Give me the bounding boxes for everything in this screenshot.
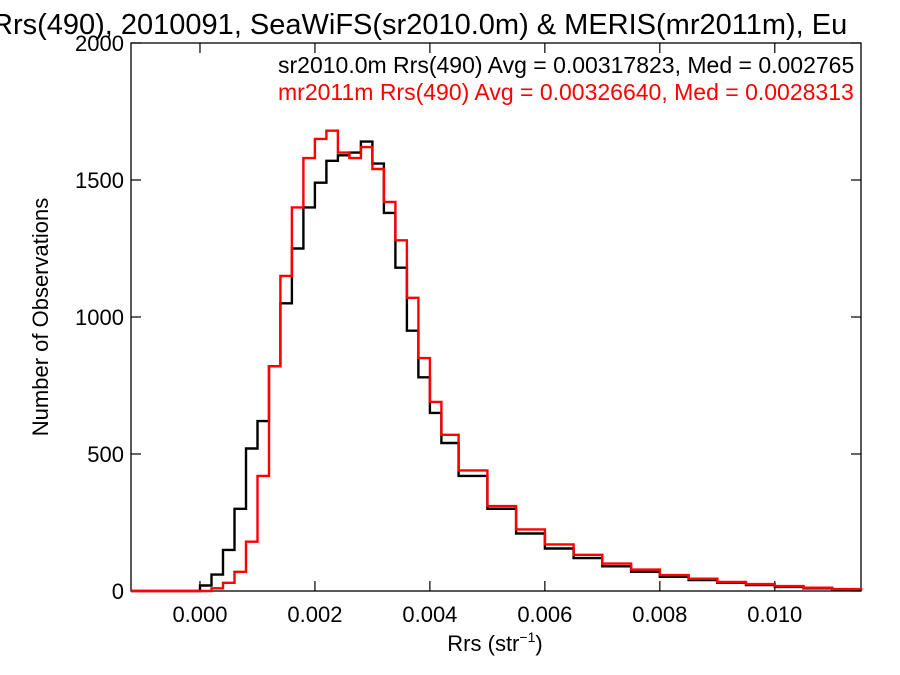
x-axis-label-main: Rrs (str	[447, 631, 519, 656]
x-axis-label: Rrs (str−1)	[447, 629, 542, 656]
x-tick-label: 0.006	[517, 602, 572, 627]
x-tick-label: 0.004	[402, 602, 457, 627]
x-tick-label: 0.002	[287, 602, 342, 627]
annotation-black: sr2010.0m Rrs(490) Avg = 0.00317823, Med…	[278, 52, 854, 78]
series-line-mr2011m	[131, 129, 863, 593]
y-tick-label: 1000	[75, 305, 124, 330]
y-tick-label: 1500	[75, 168, 124, 193]
chart-title: Rrs(490), 2010091, SeaWiFS(sr2010.0m) & …	[0, 9, 847, 41]
x-axis-label-end: )	[535, 631, 542, 656]
x-tick-label: 0.010	[747, 602, 802, 627]
series-line-sr2010-0m	[131, 140, 863, 593]
y-tick-label: 0	[112, 579, 124, 604]
y-tick-label: 500	[87, 442, 124, 467]
x-tick-label: 0.000	[172, 602, 227, 627]
series-layer	[131, 129, 863, 593]
y-axis-ticks: 0 500 1000 1500 2000	[75, 31, 861, 604]
x-tick-label: 0.008	[632, 602, 687, 627]
y-tick-label: 2000	[75, 31, 124, 56]
annotation-red: mr2011m Rrs(490) Avg = 0.00326640, Med =…	[278, 79, 854, 105]
x-axis-ticks: 0.000 0.002 0.004 0.006 0.008 0.010	[172, 43, 802, 627]
x-axis-label-superscript: −1	[519, 629, 535, 645]
y-axis-label: Number of Observations	[28, 198, 53, 436]
